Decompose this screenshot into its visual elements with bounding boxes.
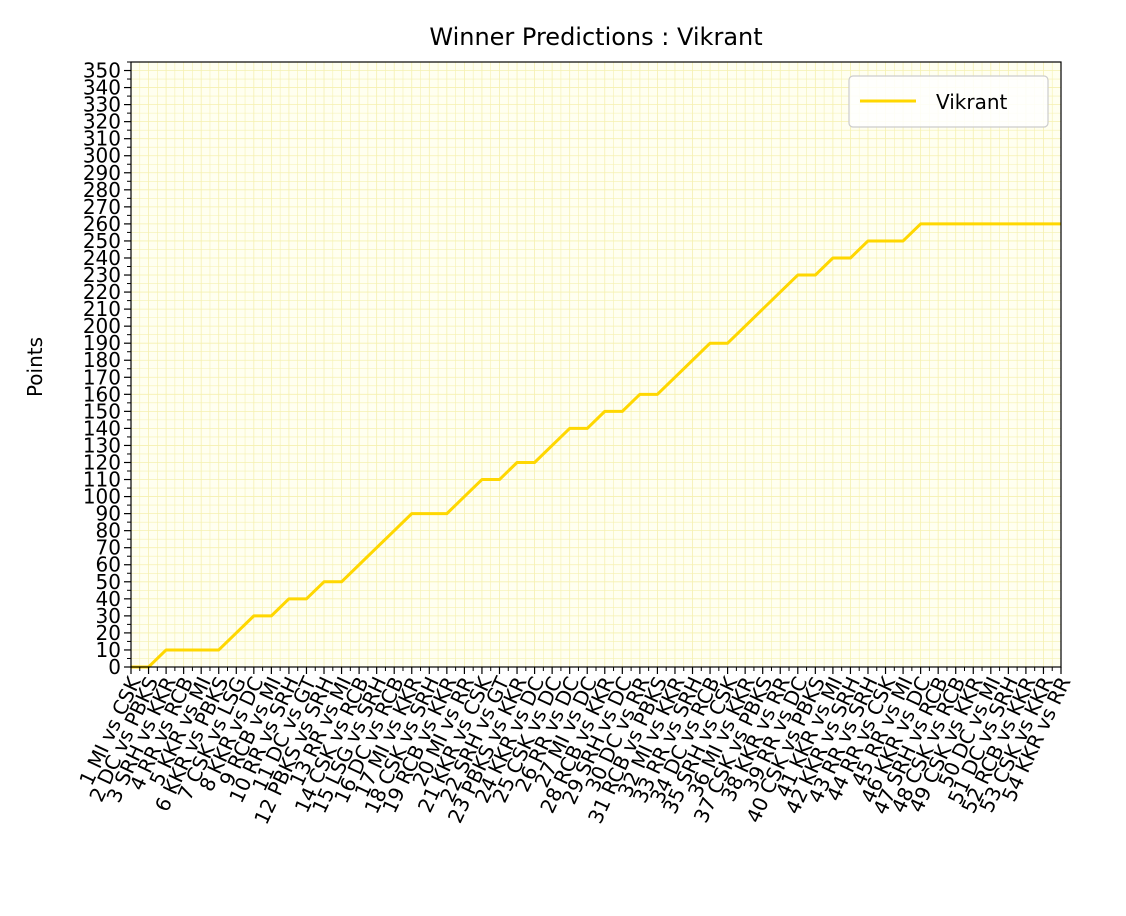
y-tick-label: 120 [83, 450, 121, 474]
grid [130, 61, 1062, 668]
y-tick-label: 280 [83, 178, 121, 202]
y-tick-label: 190 [83, 331, 121, 355]
y-tick-label: 50 [96, 570, 121, 594]
y-tick-label: 30 [96, 604, 121, 628]
y-tick-label: 210 [83, 297, 121, 321]
y-tick-label: 110 [83, 468, 121, 492]
y-tick-label: 90 [96, 502, 121, 526]
y-axis-title: Points [23, 337, 47, 397]
y-tick-label: 100 [83, 485, 121, 509]
y-tick-label: 290 [83, 161, 121, 185]
y-tick-label: 340 [83, 76, 121, 100]
y-tick-label: 270 [83, 195, 121, 219]
y-tick-label: 300 [83, 144, 121, 168]
y-axis: 0102030405060708090100110120130140150160… [83, 59, 131, 679]
y-tick-label: 180 [83, 348, 121, 372]
y-tick-label: 240 [83, 246, 121, 270]
legend-label: Vikrant [936, 90, 1008, 114]
y-tick-label: 350 [83, 59, 121, 83]
y-tick-label: 170 [83, 365, 121, 389]
legend-box [848, 75, 1049, 128]
y-tick-label: 60 [96, 553, 121, 577]
legend: Vikrant [848, 75, 1049, 128]
y-tick-label: 200 [83, 314, 121, 338]
y-tick-label: 140 [83, 416, 121, 440]
y-tick-label: 80 [96, 519, 121, 543]
y-tick-label: 10 [96, 638, 121, 662]
y-tick-label: 220 [83, 280, 121, 304]
chart-title: Winner Predictions : Vikrant [429, 23, 762, 51]
y-tick-label: 320 [83, 110, 121, 134]
series-line-0 [131, 222, 1061, 669]
y-tick-label: 250 [83, 229, 121, 253]
y-tick-label: 160 [83, 382, 121, 406]
y-tick-label: 0 [108, 655, 121, 679]
y-tick-label: 150 [83, 399, 121, 423]
series-layer [130, 222, 1062, 669]
y-tick-label: 330 [83, 93, 121, 117]
y-tick-label: 260 [83, 212, 121, 236]
y-tick-label: 130 [83, 433, 121, 457]
y-tick-label: 70 [96, 536, 121, 560]
y-tick-label: 230 [83, 263, 121, 287]
y-tick-label: 40 [96, 587, 121, 611]
y-tick-label: 310 [83, 127, 121, 151]
y-tick-label: 20 [96, 621, 121, 645]
